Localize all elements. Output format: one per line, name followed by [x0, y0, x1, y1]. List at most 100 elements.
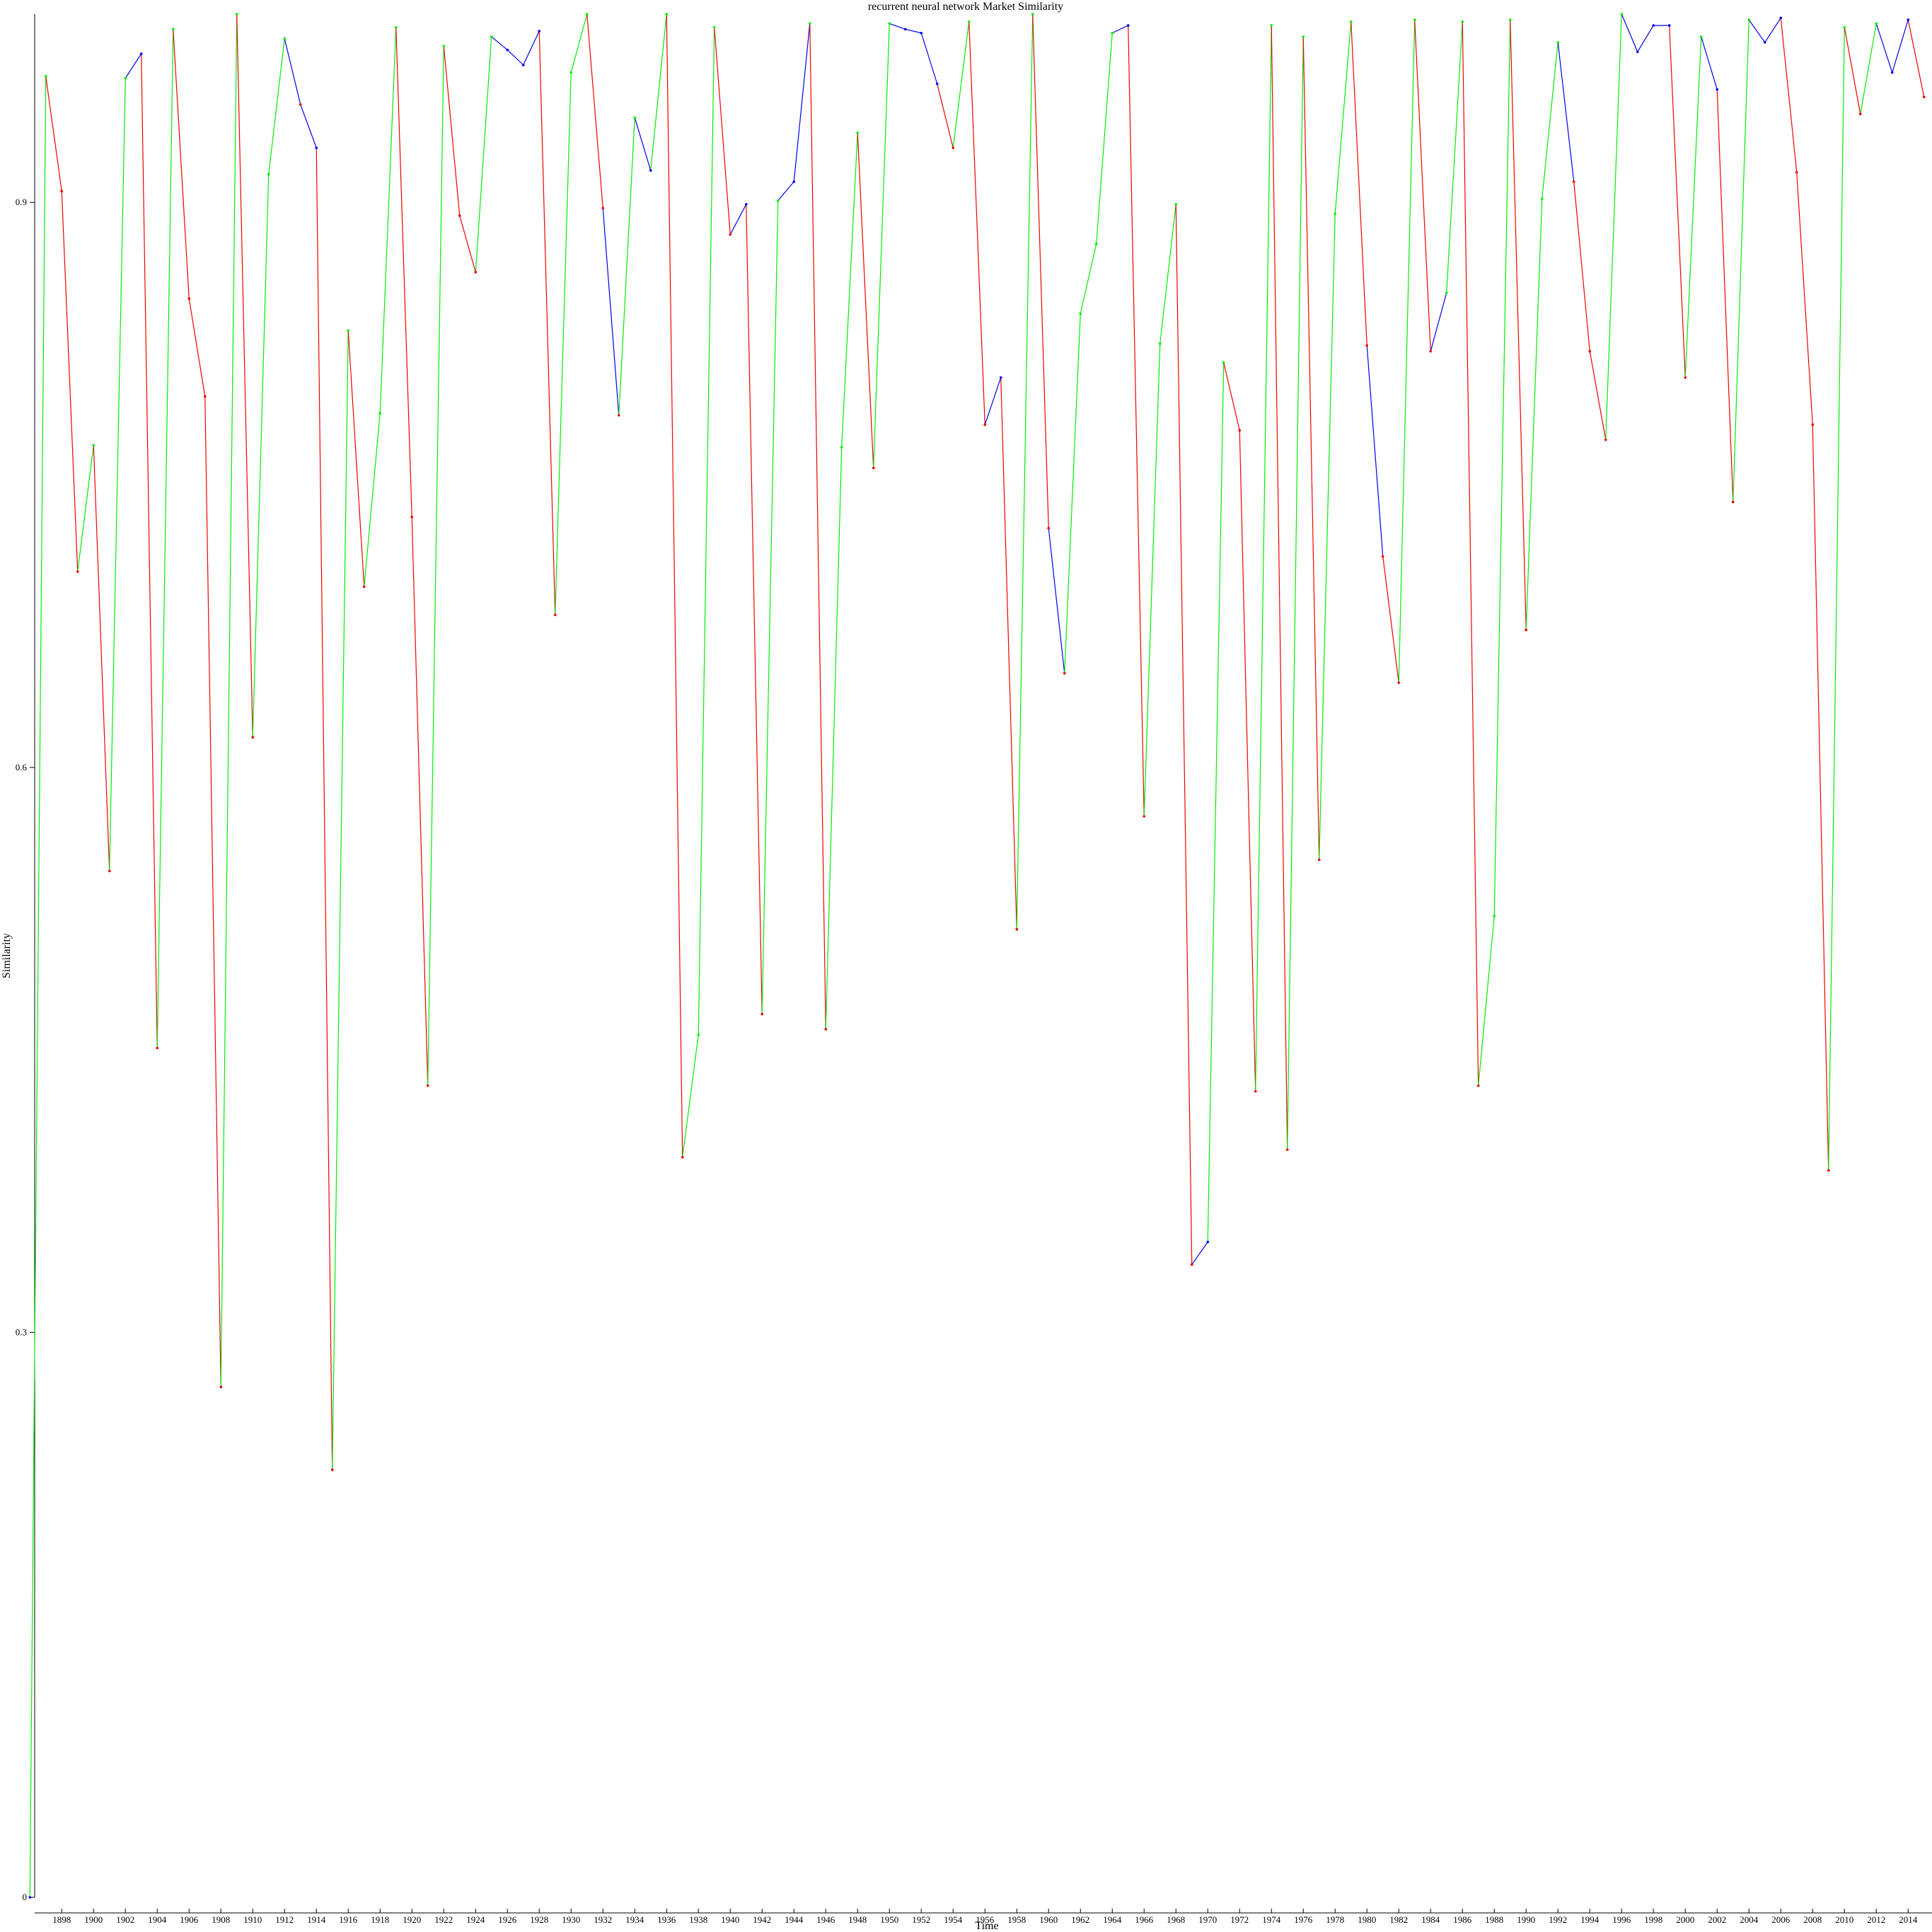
line-segment — [1525, 198, 1543, 630]
line-segment — [1875, 23, 1893, 73]
data-point — [1684, 376, 1687, 379]
line-segment — [1128, 25, 1145, 817]
line-segment — [1048, 528, 1065, 673]
x-tick-label: 1936 — [657, 1914, 676, 1925]
x-tick-label: 1978 — [1326, 1914, 1344, 1925]
line-segment — [968, 21, 985, 425]
x-tick-label: 1994 — [1580, 1914, 1600, 1925]
line-segment — [109, 78, 126, 872]
x-tick-label: 1938 — [689, 1914, 707, 1925]
line-segment — [1541, 42, 1558, 199]
line-segment — [45, 76, 62, 192]
series-points — [28, 13, 1926, 1899]
data-point — [1429, 349, 1433, 353]
line-segment — [332, 330, 349, 1470]
line-segment — [1733, 19, 1749, 502]
data-point — [920, 31, 923, 35]
data-point — [283, 37, 287, 40]
line-segment — [77, 445, 94, 572]
y-axis-label: Similarity — [1, 933, 13, 978]
x-tick-label: 1952 — [912, 1914, 930, 1925]
chart-title: recurrent neural network Market Similari… — [868, 1, 1063, 13]
x-tick-label: 1958 — [1007, 1914, 1026, 1925]
line-segment — [141, 53, 158, 1048]
x-tick-label: 1908 — [212, 1914, 230, 1925]
x-tick-label: 2014 — [1899, 1914, 1918, 1925]
x-tick-label: 1918 — [371, 1914, 389, 1925]
data-point — [44, 75, 47, 78]
line-segment — [920, 33, 938, 84]
x-tick-label: 1916 — [339, 1914, 358, 1925]
line-segment — [825, 447, 843, 1029]
x-tick-label: 1932 — [594, 1914, 612, 1925]
line-segment — [618, 117, 635, 416]
line-segment — [1701, 36, 1718, 90]
data-point — [665, 13, 669, 16]
line-segment — [1366, 345, 1384, 557]
line-segment — [650, 13, 667, 171]
line-segment — [93, 445, 110, 872]
data-point — [60, 190, 64, 193]
data-point — [1476, 1084, 1480, 1087]
data-point — [1588, 349, 1592, 353]
line-segment — [1478, 916, 1495, 1086]
line-segment — [1064, 313, 1081, 673]
line-segment — [984, 377, 1002, 425]
line-segment — [1573, 181, 1590, 352]
data-point — [156, 1046, 159, 1050]
data-point — [1652, 24, 1655, 27]
line-segment — [682, 1034, 699, 1157]
data-point — [1222, 361, 1225, 364]
line-segment — [220, 13, 238, 1387]
x-tick-label: 1996 — [1612, 1914, 1631, 1925]
line-segment — [1637, 25, 1654, 52]
x-tick-label: 1968 — [1167, 1914, 1185, 1925]
data-point — [1907, 18, 1910, 21]
data-point — [1699, 35, 1703, 38]
data-point — [1763, 41, 1766, 44]
x-tick-label: 1942 — [753, 1914, 771, 1925]
x-tick-label: 1970 — [1198, 1914, 1217, 1925]
line-segment — [204, 396, 221, 1387]
y-tick-label: 0 — [23, 1892, 28, 1902]
line-segment — [459, 215, 476, 272]
x-tick-label: 1902 — [116, 1914, 134, 1925]
line-segment — [1111, 25, 1129, 34]
line-segment — [1271, 25, 1288, 1150]
data-point — [521, 64, 525, 66]
data-point — [999, 376, 1002, 379]
data-point — [967, 20, 971, 23]
y-axis-ticks: 0 0.3 0.6 0.9 — [16, 197, 35, 1902]
line-segment — [1207, 362, 1225, 1242]
line-segment — [1462, 21, 1479, 1086]
x-tick-label: 1928 — [530, 1914, 548, 1925]
line-segment — [1159, 204, 1176, 344]
data-point — [1079, 312, 1082, 316]
x-tick-label: 2000 — [1676, 1914, 1694, 1925]
data-point — [951, 146, 955, 149]
line-segment — [411, 516, 429, 1086]
line-segment — [570, 13, 588, 73]
data-point — [1285, 1148, 1289, 1151]
line-segment — [1382, 556, 1399, 683]
line-segment — [698, 27, 715, 1035]
data-point — [1190, 1263, 1193, 1266]
data-point — [1238, 429, 1242, 432]
line-segment — [1287, 36, 1304, 1150]
line-segment — [905, 28, 922, 34]
line-segment — [1000, 377, 1017, 930]
line-segment — [1605, 13, 1622, 440]
data-point — [1827, 1169, 1830, 1172]
line-segment — [156, 29, 174, 1048]
line-segment — [427, 46, 444, 1086]
data-point — [251, 736, 255, 739]
line-segment — [1016, 13, 1034, 930]
x-axis-label: Time — [975, 1920, 998, 1932]
line-segment — [236, 13, 253, 738]
data-point — [92, 444, 96, 447]
x-tick-label: 1912 — [275, 1914, 294, 1925]
data-point — [1317, 858, 1321, 862]
data-point — [1174, 203, 1178, 206]
x-tick-label: 1966 — [1135, 1914, 1154, 1925]
x-tick-label: 1930 — [562, 1914, 580, 1925]
